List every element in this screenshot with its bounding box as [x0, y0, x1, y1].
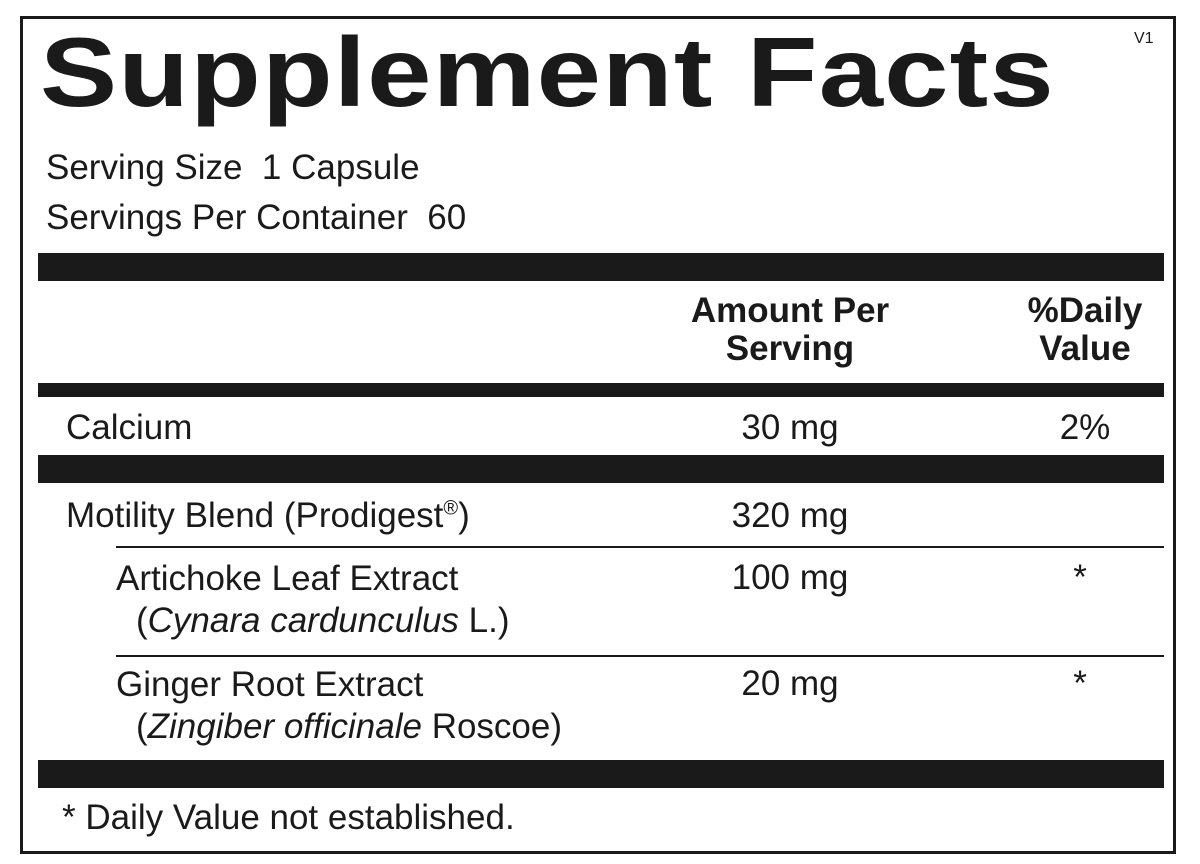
row-ginger-dv: *	[1073, 664, 1087, 703]
blend-name: Motility Blend (Prodigest	[66, 496, 444, 535]
latin-author: L.)	[458, 601, 510, 640]
header-amount-line1: Amount Per	[690, 291, 890, 330]
latin-name: Zingiber officinale	[147, 707, 422, 746]
header-amount-line2: Serving	[725, 329, 855, 368]
header-dv-line1: %Daily	[1027, 291, 1143, 330]
servings-per-container: Servings Per Container 60	[46, 198, 467, 237]
ginger-name: Ginger Root Extract	[116, 665, 424, 704]
paren: (	[136, 601, 148, 640]
label-title: Supplement Facts	[40, 17, 1055, 127]
registered-mark: ®	[443, 497, 459, 520]
footnote: * Daily Value not established.	[62, 798, 515, 837]
serving-size: Serving Size 1 Capsule	[46, 148, 420, 187]
row-blend-amount: 320 mg	[731, 496, 849, 535]
latin-author: Roscoe)	[421, 707, 563, 746]
row-artichoke-name: Artichoke Leaf Extract (Cynara cardunculu…	[116, 558, 510, 642]
row-blend-name: Motility Blend (Prodigest®)	[66, 496, 470, 536]
artichoke-latin: (Cynara cardunculus L.)	[116, 600, 510, 642]
latin-name: Cynara cardunculus	[147, 601, 459, 640]
divider-thin	[116, 655, 1164, 657]
artichoke-name: Artichoke Leaf Extract	[116, 559, 459, 598]
divider-thin	[116, 546, 1164, 548]
row-ginger-amount: 20 mg	[741, 664, 839, 703]
header-dv: %Daily Value	[1000, 292, 1170, 368]
row-calcium-amount: 30 mg	[741, 408, 839, 447]
row-ginger-name: Ginger Root Extract (Zingiber officinale …	[116, 664, 562, 748]
row-calcium-name: Calcium	[66, 408, 193, 447]
ginger-latin: (Zingiber officinale Roscoe)	[116, 706, 562, 748]
label-border	[20, 16, 1176, 854]
divider-medium	[38, 383, 1164, 397]
version-mark: V1	[1134, 30, 1154, 47]
header-amount: Amount Per Serving	[660, 292, 920, 368]
divider-thick	[38, 455, 1164, 483]
header-dv-line2: Value	[1039, 329, 1131, 368]
row-artichoke-amount: 100 mg	[731, 558, 849, 597]
row-calcium-dv: 2%	[1059, 408, 1111, 447]
row-artichoke-dv: *	[1073, 558, 1087, 597]
blend-name-end: )	[458, 496, 470, 535]
divider-thick	[38, 760, 1164, 788]
paren: (	[136, 707, 148, 746]
divider-thick	[38, 253, 1164, 281]
